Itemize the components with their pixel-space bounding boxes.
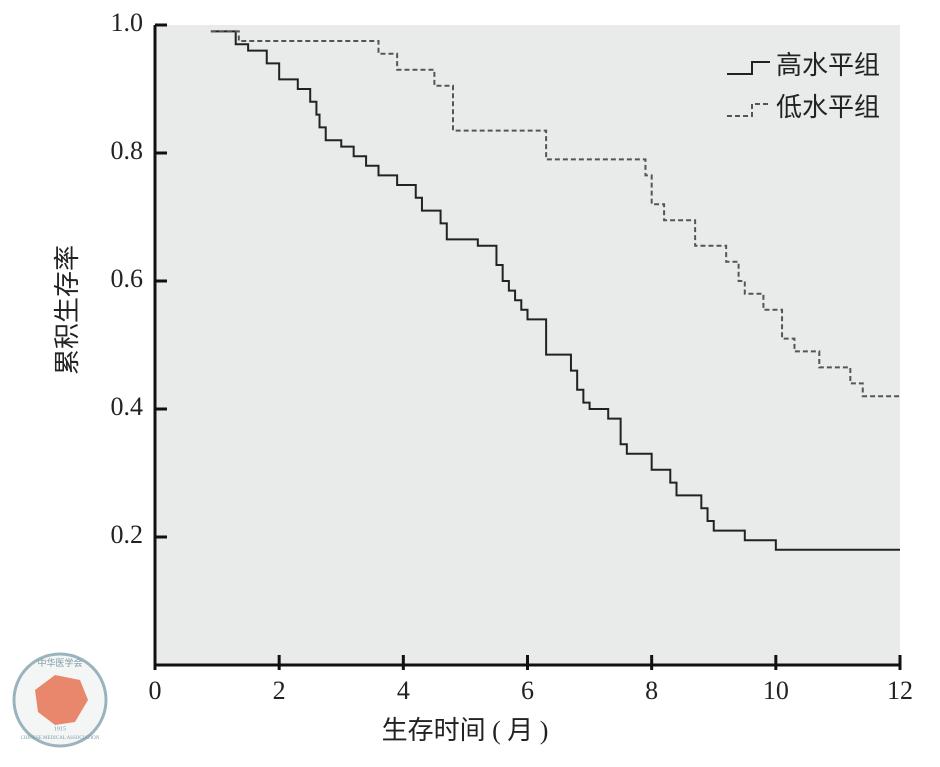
x-axis-label: 生存时间 ( 月 ) (382, 716, 549, 745)
x-tick-label: 12 (887, 676, 913, 705)
y-tick-label: 0.6 (111, 264, 144, 293)
logo-map (35, 675, 88, 725)
y-axis-label: 累积生存率 (53, 245, 82, 375)
y-tick-label: 0.4 (111, 392, 144, 421)
y-tick-label: 0.2 (111, 520, 144, 549)
plot-area (155, 25, 900, 665)
logo-text: CHINESE MEDICAL ASSOCIATION (21, 736, 100, 741)
legend-swatch (727, 61, 770, 75)
x-tick-label: 10 (763, 676, 789, 705)
x-tick-label: 2 (273, 676, 286, 705)
x-tick-label: 0 (149, 676, 162, 705)
survival-curve (210, 30, 900, 551)
survival-curve (210, 30, 900, 398)
logo-text: 1915 (54, 726, 66, 732)
x-tick-label: 6 (521, 676, 534, 705)
legend-label: 高水平组 (776, 51, 880, 80)
y-tick-label: 1.0 (111, 8, 144, 37)
logo: 中华医学会 CHINESE MEDICAL ASSOCIATION 1915 (12, 652, 108, 748)
legend-swatch (727, 103, 770, 117)
x-tick-label: 8 (645, 676, 658, 705)
x-tick-label: 4 (397, 676, 410, 705)
y-tick-label: 0.8 (111, 136, 144, 165)
legend-label: 低水平组 (776, 93, 880, 122)
logo-text: 中华医学会 (37, 657, 82, 668)
